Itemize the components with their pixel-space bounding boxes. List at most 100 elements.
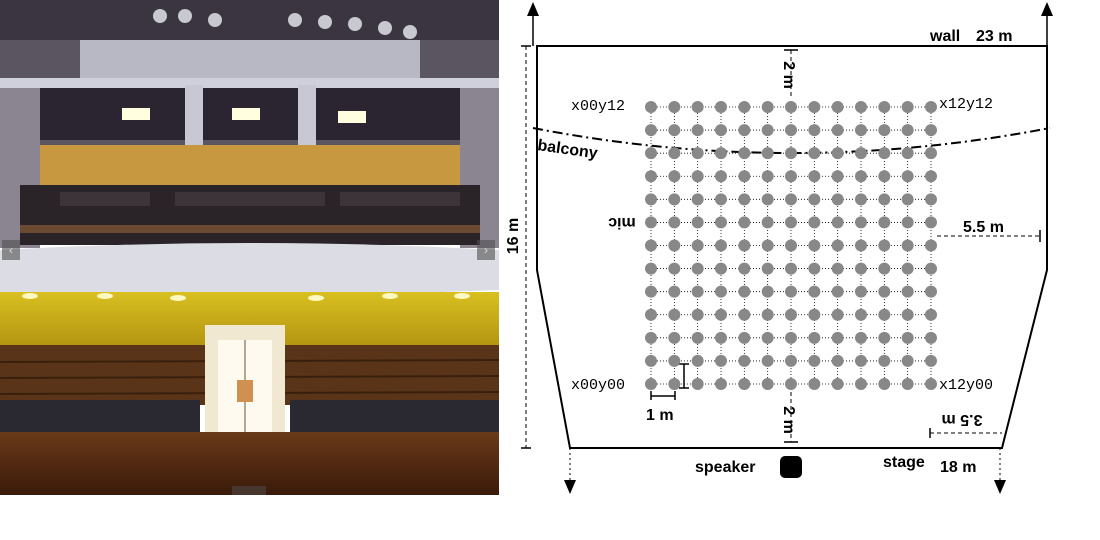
mic-point — [738, 285, 751, 298]
arrow-up-icon — [527, 2, 539, 16]
mic-point — [691, 170, 704, 183]
chevron-left-icon[interactable]: ‹ — [2, 240, 20, 260]
mic-point — [925, 101, 937, 113]
mic-point — [901, 308, 914, 321]
mic-point — [925, 262, 937, 275]
mic-point — [645, 170, 657, 183]
mic-point — [668, 147, 681, 160]
depth-label: 16 m — [505, 218, 522, 254]
mic-point — [738, 124, 751, 137]
mic-point — [925, 285, 937, 298]
mic-point — [668, 262, 681, 275]
expand-icon[interactable] — [232, 486, 266, 495]
mic-point — [878, 378, 891, 390]
mic-point — [645, 262, 657, 275]
mic-point — [925, 170, 937, 183]
mic-point — [668, 170, 681, 183]
mic-label: mic — [608, 214, 636, 231]
mic-point — [668, 378, 681, 390]
mic-point — [715, 239, 727, 252]
mic-point — [645, 193, 657, 206]
mic-point — [761, 170, 774, 183]
mic-point — [691, 124, 704, 137]
mic-point — [645, 354, 657, 367]
spacing-label: 1 m — [646, 407, 674, 424]
arrow-down-icon — [564, 480, 576, 494]
mic-point — [668, 124, 681, 137]
balcony-label: balcony — [536, 137, 598, 162]
mic-point — [715, 101, 727, 113]
mic-point — [925, 124, 937, 137]
mic-point — [808, 193, 821, 206]
mic-point — [855, 124, 867, 137]
mic-point — [878, 285, 891, 298]
mic-point — [925, 216, 937, 229]
mic-point — [878, 354, 891, 367]
mic-point — [761, 239, 774, 252]
mic-point — [738, 378, 751, 390]
mic-point — [808, 147, 821, 160]
mic-point — [855, 262, 867, 275]
speaker-label: speaker — [695, 459, 756, 476]
mic-point — [808, 124, 821, 137]
mic-point — [738, 331, 751, 344]
mic-point — [925, 239, 937, 252]
mic-point — [901, 193, 914, 206]
top-gap-label: 2 m — [780, 61, 797, 89]
mic-point — [831, 308, 844, 321]
mic-point — [715, 378, 727, 390]
corner-label-bottom-right: x12y00 — [939, 377, 993, 394]
mic-point — [831, 354, 844, 367]
mic-point — [785, 147, 797, 160]
mic-point — [878, 308, 891, 321]
mic-point — [901, 378, 914, 390]
mic-point — [668, 331, 681, 344]
side-gap-label: 5.5 m — [963, 219, 1004, 236]
mic-point — [645, 216, 657, 229]
mic-point — [761, 308, 774, 321]
mic-point — [855, 239, 867, 252]
mic-point — [831, 216, 844, 229]
mic-point — [878, 239, 891, 252]
mic-point — [738, 101, 751, 113]
mic-point — [715, 193, 727, 206]
mic-point — [691, 147, 704, 160]
mic-point — [738, 170, 751, 183]
stage-width-label: 18 m — [940, 459, 976, 476]
mic-point — [808, 378, 821, 390]
mic-point — [808, 331, 821, 344]
mic-point — [715, 124, 727, 137]
mic-point — [878, 101, 891, 113]
mic-point — [785, 354, 797, 367]
mic-point — [925, 331, 937, 344]
mic-point — [925, 193, 937, 206]
chevron-right-icon[interactable]: › — [477, 240, 495, 260]
mic-point — [668, 193, 681, 206]
mic-point — [691, 239, 704, 252]
mic-point — [855, 285, 867, 298]
mic-point — [761, 124, 774, 137]
mic-point — [691, 378, 704, 390]
corner-label-bottom-left: x00y00 — [571, 377, 625, 394]
mic-point — [761, 331, 774, 344]
mic-point — [831, 285, 844, 298]
mic-point — [831, 193, 844, 206]
mic-point — [831, 239, 844, 252]
mic-point — [855, 354, 867, 367]
mic-point — [738, 216, 751, 229]
mic-point — [855, 378, 867, 390]
mic-point — [668, 308, 681, 321]
mic-point — [855, 101, 867, 113]
mic-grid — [645, 101, 937, 390]
mic-point — [691, 354, 704, 367]
mic-point — [901, 216, 914, 229]
mic-point — [831, 262, 844, 275]
mic-point — [925, 378, 937, 390]
mic-point — [831, 378, 844, 390]
mic-point — [715, 170, 727, 183]
mic-point — [901, 354, 914, 367]
mic-point — [738, 308, 751, 321]
mic-point — [691, 331, 704, 344]
mic-point — [901, 101, 914, 113]
mic-point — [668, 354, 681, 367]
